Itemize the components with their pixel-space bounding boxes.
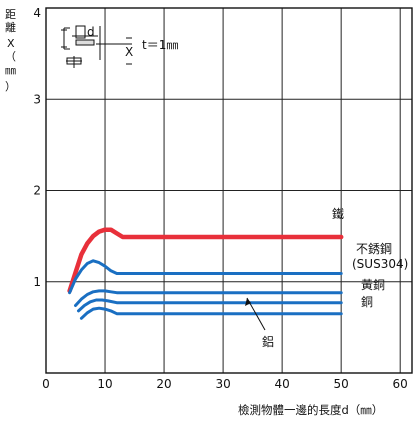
series-line-2 — [68, 259, 343, 295]
x-tick-label: 60 — [393, 377, 408, 391]
y-tick-label: 3 — [33, 92, 41, 106]
y-label-6: ） — [5, 80, 16, 93]
x-tick-label: 10 — [97, 377, 112, 391]
x-axis-label: 檢測物體一邊的長度d（㎜） — [238, 403, 383, 417]
y-tick-label: 1 — [33, 275, 41, 289]
inset-diagram: d X t＝1㎜ — [61, 25, 178, 68]
x-tick-label: 0 — [42, 377, 50, 391]
x-tick-label: 20 — [156, 377, 171, 391]
y-label-2: 離 — [5, 20, 16, 34]
series-line-1 — [67, 227, 344, 294]
y-label-3: X — [7, 37, 15, 50]
label-aluminum: 鋁 — [262, 335, 274, 349]
y-tick-label: 2 — [33, 184, 41, 198]
x-tick-label: 40 — [274, 377, 289, 391]
label-copper: 銅 — [361, 295, 373, 309]
series-line-4 — [77, 298, 343, 313]
label-stainless-sub: (SUS304) — [352, 257, 408, 271]
y-label-5: ㎜ — [5, 64, 16, 77]
y-label-4: （ — [5, 50, 16, 63]
x-tick-label: 30 — [215, 377, 230, 391]
inset-t-label: t＝1㎜ — [142, 38, 178, 52]
leader-arrow-aluminum — [245, 298, 251, 306]
y-axis-label: 距 離 X （ ㎜ ） — [5, 8, 16, 93]
label-stainless: 不銹鋼 — [356, 242, 392, 256]
y-label-1: 距 — [5, 8, 16, 21]
plot-frame — [45, 7, 413, 374]
series-layer — [67, 227, 344, 320]
tick-labels: 0 10 20 30 40 50 60 1 2 3 4 — [33, 6, 407, 391]
x-tick-label: 50 — [334, 377, 349, 391]
inset-x-label: X — [125, 45, 133, 59]
inset-d-label: d — [87, 25, 95, 39]
series-line-5 — [79, 306, 343, 320]
grid — [46, 8, 412, 373]
label-iron: 鐵 — [332, 206, 344, 221]
y-tick-label: 4 — [33, 6, 41, 20]
label-brass: 黃銅 — [361, 278, 385, 292]
series-line-3 — [74, 289, 343, 307]
